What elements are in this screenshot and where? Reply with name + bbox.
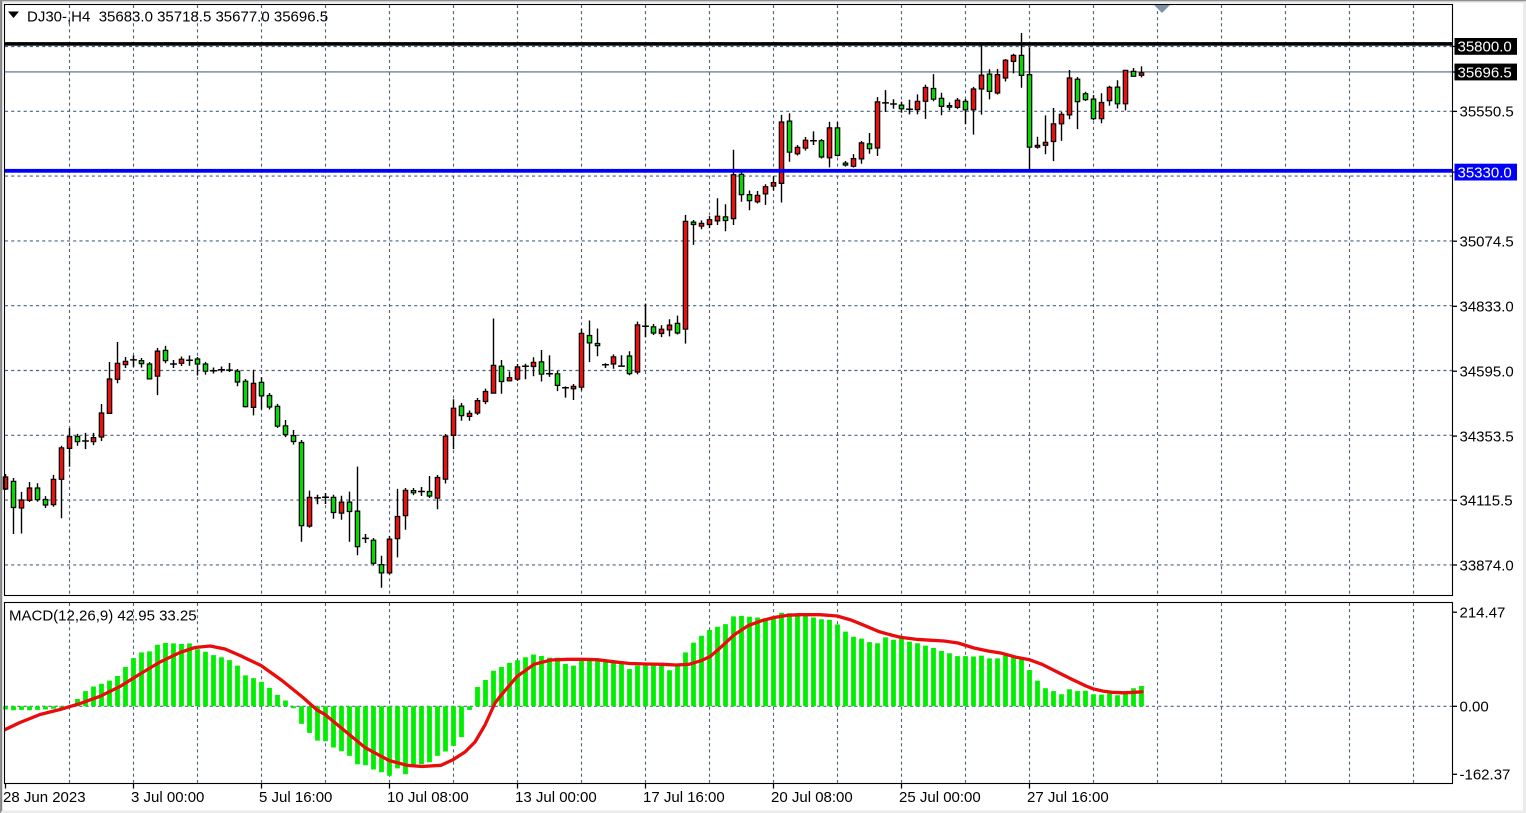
svg-text:20 Jul 08:00: 20 Jul 08:00 <box>771 789 853 806</box>
svg-text:13 Jul 00:00: 13 Jul 00:00 <box>515 789 597 806</box>
svg-text:28 Jun 2023: 28 Jun 2023 <box>3 789 86 806</box>
svg-text:35330.0: 35330.0 <box>1458 164 1512 181</box>
svg-text:MACD(12,26,9) 42.95 33.25: MACD(12,26,9) 42.95 33.25 <box>9 608 197 625</box>
svg-text:17 Jul 16:00: 17 Jul 16:00 <box>643 789 725 806</box>
svg-text:35550.5: 35550.5 <box>1460 104 1514 121</box>
svg-text:3 Jul 00:00: 3 Jul 00:00 <box>131 789 204 806</box>
svg-text:33874.0: 33874.0 <box>1460 557 1514 574</box>
svg-text:DJ30-,H4 35683.0 35718.5 3567: DJ30-,H4 35683.0 35718.5 35677.0 35696.5 <box>27 9 328 26</box>
svg-text:214.47: 214.47 <box>1460 605 1506 622</box>
svg-text:27 Jul 16:00: 27 Jul 16:00 <box>1027 789 1109 806</box>
svg-text:34353.5: 34353.5 <box>1460 428 1514 445</box>
svg-text:34115.5: 34115.5 <box>1460 493 1513 510</box>
svg-text:25 Jul 00:00: 25 Jul 00:00 <box>899 789 981 806</box>
svg-text:0.00: 0.00 <box>1460 699 1489 716</box>
svg-text:10 Jul 08:00: 10 Jul 08:00 <box>387 789 469 806</box>
svg-text:35696.5: 35696.5 <box>1458 64 1512 81</box>
svg-text:35074.5: 35074.5 <box>1460 234 1514 251</box>
svg-text:35800.0: 35800.0 <box>1458 39 1512 56</box>
svg-text:34595.0: 34595.0 <box>1460 364 1514 381</box>
svg-text:34833.0: 34833.0 <box>1460 299 1514 316</box>
svg-text:5 Jul 16:00: 5 Jul 16:00 <box>259 789 332 806</box>
svg-text:-162.37: -162.37 <box>1460 767 1511 784</box>
